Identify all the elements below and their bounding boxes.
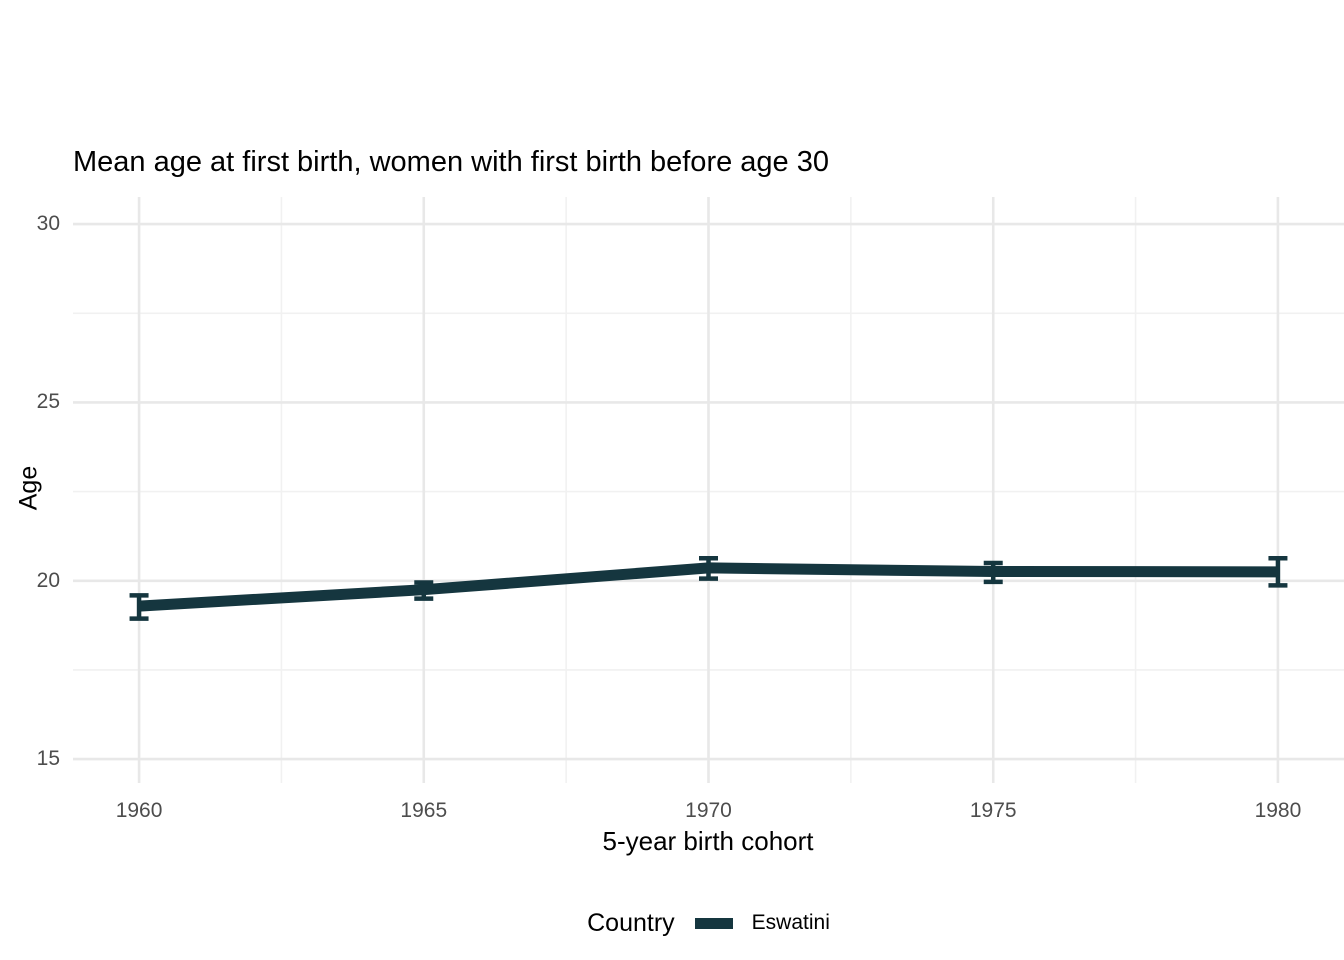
x-axis-title: 5-year birth cohort (602, 826, 814, 856)
legend-title: Country (587, 908, 675, 937)
y-tick-label: 20 (36, 568, 60, 592)
legend-line-swatch (694, 917, 733, 929)
y-axis-tick-labels: 15 20 25 30 (0, 0, 60, 960)
x-tick-label: 1960 (115, 799, 163, 822)
chart-canvas (73, 197, 1344, 783)
y-tick-label: 30 (36, 212, 60, 236)
x-tick-label: 1980 (1254, 799, 1302, 822)
x-tick-label: 1975 (969, 799, 1017, 822)
legend: Country Eswatini (73, 903, 1344, 943)
y-tick-label: 15 (36, 747, 60, 771)
legend-entry-label: Eswatini (751, 911, 830, 934)
chart-title: Mean age at first birth, women with firs… (73, 146, 829, 178)
series-line-eswatini (138, 562, 1278, 612)
plot-panel (73, 197, 1344, 783)
x-tick-label: 1965 (400, 799, 448, 822)
y-tick-label: 25 (36, 390, 60, 414)
x-tick-label: 1970 (685, 799, 732, 822)
